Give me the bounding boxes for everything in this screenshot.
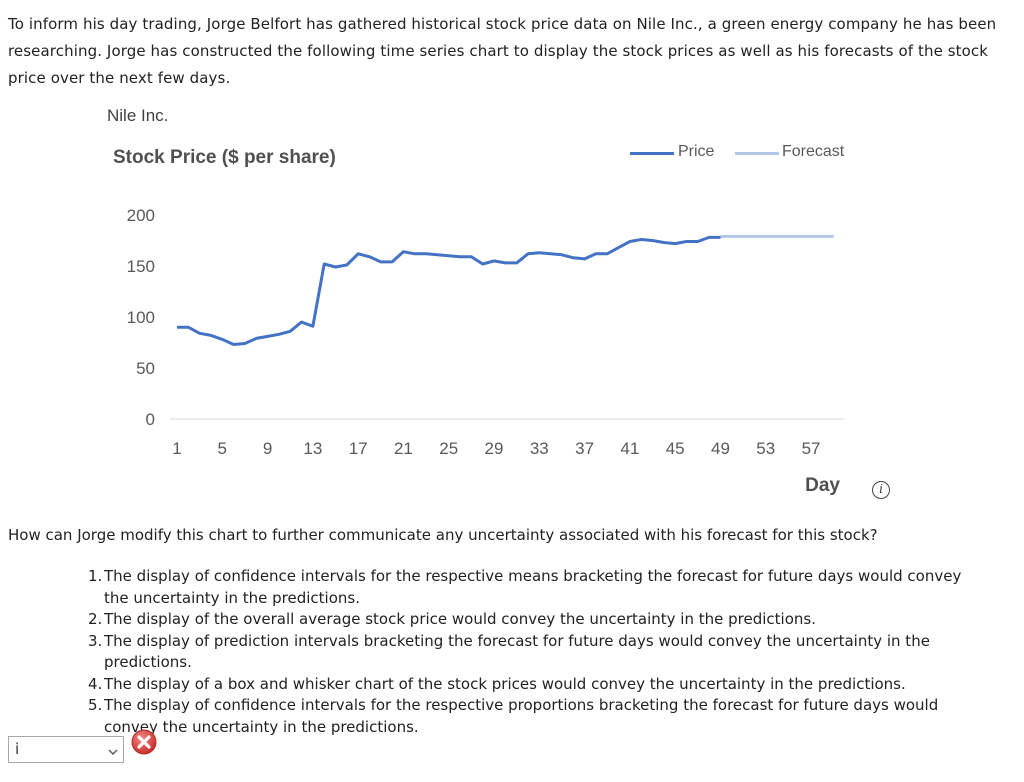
y-tick-label: 50 <box>136 359 155 378</box>
option-item-5: 5. The display of confidence intervals fo… <box>88 696 939 736</box>
chart-plot-area: 0 50 100 150 200 1 5 9 13 17 21 25 29 33 37 41 45 49 53 57 D… <box>127 206 845 496</box>
series-line-price <box>177 235 721 346</box>
answer-select[interactable]: i <box>8 736 124 763</box>
answer-options-list: 1. The display of confidence intervals fo… <box>88 566 988 738</box>
x-tick-label: 53 <box>756 439 775 458</box>
y-tick-label: 100 <box>127 308 155 327</box>
x-tick-label: 29 <box>485 439 504 458</box>
question-text: How can Jorge modify this chart to furth… <box>8 526 878 544</box>
x-tick-label: 49 <box>711 439 730 458</box>
legend-label-price: Price <box>678 143 715 160</box>
x-tick-label: 13 <box>303 439 322 458</box>
legend-swatch-price <box>630 152 674 155</box>
x-tick-label: 9 <box>263 439 272 458</box>
legend-label-forecast: Forecast <box>782 143 845 160</box>
intro-paragraph: To inform his day trading, Jorge Belfort… <box>8 15 997 87</box>
x-tick-label: 21 <box>394 439 413 458</box>
y-tick-label: 150 <box>127 257 155 276</box>
x-tick-label: 25 <box>439 439 458 458</box>
x-tick-label: 45 <box>666 439 685 458</box>
wrong-x-icon <box>131 729 157 759</box>
x-tick-label: 33 <box>530 439 549 458</box>
chart-legend: Price Forecast <box>630 143 855 163</box>
x-tick-label: 5 <box>218 439 227 458</box>
legend-swatch-forecast <box>735 152 779 155</box>
x-tick-label: 57 <box>802 439 821 458</box>
chart-title: Nile Inc. <box>107 106 169 125</box>
info-circle-icon[interactable]: i <box>872 481 890 499</box>
x-tick-label: 37 <box>575 439 594 458</box>
chevron-down-icon <box>107 743 119 762</box>
stock-price-chart: Nile Inc. Stock Price ($ per share) 0 50 1… <box>100 100 860 505</box>
y-tick-label: 0 <box>146 410 155 429</box>
option-item-2: 2. The display of the overall average sto… <box>88 610 816 628</box>
y-tick-label: 200 <box>127 206 155 225</box>
option-item-1: 1. The display of confidence intervals fo… <box>88 567 962 607</box>
x-tick-label: 1 <box>172 439 181 458</box>
option-item-4: 4. The display of a box and whisker chart… <box>88 674 906 693</box>
chart-y-axis-label: Stock Price ($ per share) <box>113 147 336 168</box>
x-tick-label: 41 <box>620 439 639 458</box>
x-axis-label: Day <box>805 475 840 496</box>
option-item-3: 3. The display of prediction intervals br… <box>88 631 930 672</box>
x-tick-label: 17 <box>349 439 368 458</box>
answer-select-value: i <box>15 740 20 758</box>
